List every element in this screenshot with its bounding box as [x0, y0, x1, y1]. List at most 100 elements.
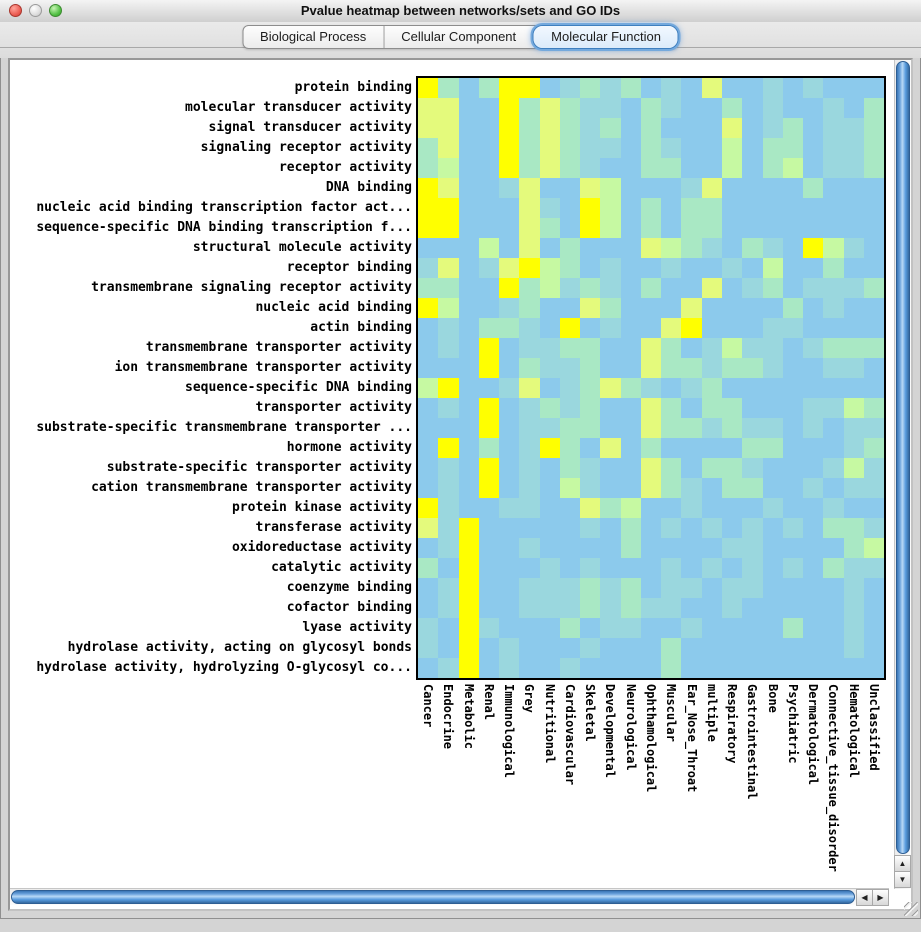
scroll-down-button[interactable]: ▼	[894, 871, 911, 888]
resize-grip-icon[interactable]	[904, 902, 918, 916]
heatmap-cell	[580, 438, 601, 458]
row-label: actin binding	[310, 320, 412, 335]
heatmap-cell	[580, 118, 601, 138]
heatmap-cell	[742, 618, 763, 638]
heatmap-cell	[640, 558, 662, 578]
heatmap-cell	[721, 98, 743, 118]
heatmap-cell	[519, 578, 540, 598]
heatmap-cell	[762, 578, 783, 598]
heatmap-cell	[499, 558, 520, 578]
horizontal-scrollbar-thumb[interactable]	[11, 890, 855, 904]
heatmap-cell	[600, 338, 621, 358]
heatmap-cell	[843, 318, 864, 338]
title-bar[interactable]: Pvalue heatmap between networks/sets and…	[0, 0, 921, 23]
heatmap-cell	[782, 278, 804, 298]
heatmap-cell	[478, 518, 500, 538]
heatmap-cell	[458, 658, 479, 678]
heatmap-cell	[478, 158, 500, 178]
heatmap-cell	[600, 358, 621, 378]
scroll-up-button[interactable]: ▲	[894, 855, 911, 872]
heatmap-cell	[519, 538, 540, 558]
heatmap-cell	[539, 438, 560, 458]
heatmap-cell	[499, 118, 520, 138]
heatmap-cell	[418, 418, 439, 438]
horizontal-scrollbar[interactable]: ◀ ▶	[10, 888, 889, 906]
heatmap-row	[418, 338, 885, 358]
heatmap-cell	[701, 98, 722, 118]
heatmap-cell	[863, 318, 885, 338]
scroll-left-button[interactable]: ◀	[856, 889, 873, 906]
heatmap-cell	[721, 298, 743, 318]
vertical-scrollbar[interactable]: ▲ ▼	[894, 60, 911, 889]
heatmap-cell	[782, 298, 804, 318]
heatmap-cell	[438, 158, 459, 178]
heatmap-cell	[519, 438, 540, 458]
heatmap-cell	[478, 338, 500, 358]
heatmap-cell	[600, 178, 621, 198]
heatmap-cell	[458, 138, 479, 158]
heatmap-cell	[782, 238, 804, 258]
heatmap-cell	[600, 538, 621, 558]
heatmap-cell	[620, 538, 641, 558]
heatmap-cell	[843, 98, 864, 118]
vertical-scrollbar-thumb[interactable]	[896, 61, 910, 854]
heatmap-cell	[499, 278, 520, 298]
heatmap-cell	[701, 298, 722, 318]
heatmap-cell	[620, 378, 641, 398]
heatmap-cell	[640, 378, 662, 398]
heatmap-cell	[823, 98, 844, 118]
plot-area: protein binding molecular transducer acti…	[10, 60, 911, 909]
heatmap-cell	[600, 98, 621, 118]
close-button-icon[interactable]	[9, 4, 22, 17]
heatmap-cell	[519, 258, 540, 278]
heatmap-cell	[600, 138, 621, 158]
heatmap-cell	[418, 198, 439, 218]
heatmap-row	[418, 78, 885, 98]
heatmap-cell	[580, 278, 601, 298]
heatmap-row	[418, 118, 885, 138]
heatmap-cell	[478, 238, 500, 258]
row-label: structural molecule activity	[192, 240, 412, 255]
tab-bar: Biological Process Cellular Component Mole…	[242, 25, 679, 49]
heatmap-cell	[701, 398, 722, 418]
row-label: ion transmembrane transporter activity	[114, 360, 412, 375]
heatmap-cell	[640, 578, 662, 598]
heatmap-cell	[823, 658, 844, 678]
heatmap-cell	[701, 518, 722, 538]
heatmap-cell	[721, 618, 743, 638]
heatmap-cell	[803, 318, 824, 338]
minimize-button-icon[interactable]	[29, 4, 42, 17]
heatmap-cell	[803, 538, 824, 558]
heatmap-cell	[661, 638, 682, 658]
heatmap-cell	[640, 358, 662, 378]
heatmap-row	[418, 278, 885, 298]
heatmap-cell	[661, 438, 682, 458]
heatmap-cell	[661, 318, 682, 338]
heatmap-cell	[499, 258, 520, 278]
zoom-button-icon[interactable]	[49, 4, 62, 17]
heatmap-cell	[640, 78, 662, 98]
heatmap-cell	[539, 98, 560, 118]
heatmap-cell	[681, 398, 702, 418]
heatmap-cell	[620, 498, 641, 518]
heatmap-row	[418, 638, 885, 658]
heatmap-cell	[843, 238, 864, 258]
row-label: molecular transducer activity	[185, 100, 412, 115]
tab-biological-process[interactable]: Biological Process	[260, 29, 367, 44]
heatmap-cell	[863, 538, 885, 558]
heatmap-cell	[539, 638, 560, 658]
scroll-right-button[interactable]: ▶	[872, 889, 889, 906]
heatmap-cell	[742, 318, 763, 338]
heatmap-cell	[478, 138, 500, 158]
heatmap-cell	[559, 438, 581, 458]
heatmap-cell	[458, 398, 479, 418]
heatmap-cell	[418, 238, 439, 258]
heatmap-cell	[701, 378, 722, 398]
heatmap-cell	[762, 238, 783, 258]
heatmap-cell	[580, 258, 601, 278]
heatmap-cell	[640, 178, 662, 198]
tab-cellular-component[interactable]: Cellular Component	[383, 26, 533, 48]
heatmap-cell	[742, 298, 763, 318]
tab-molecular-function[interactable]: Molecular Function	[533, 26, 678, 48]
heatmap-row	[418, 178, 885, 198]
